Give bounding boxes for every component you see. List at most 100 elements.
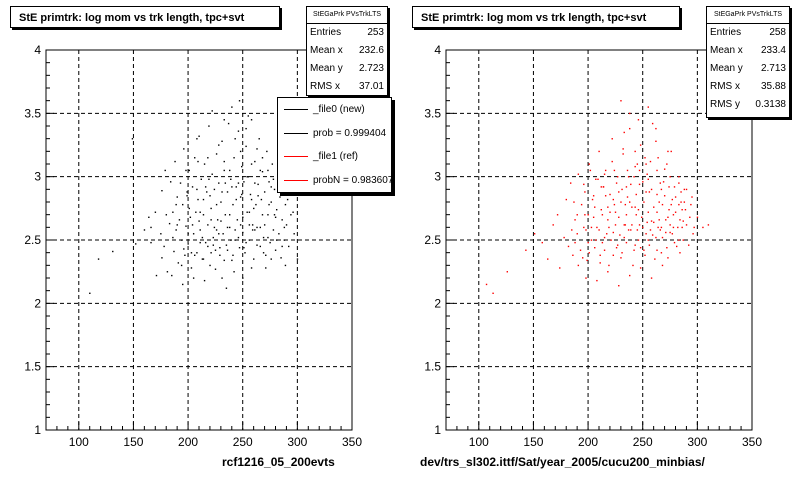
data-point <box>254 160 256 163</box>
data-point <box>663 195 666 197</box>
data-point <box>678 176 680 178</box>
data-point <box>683 201 686 203</box>
data-point <box>223 160 225 163</box>
stats-label: Mean y <box>710 63 743 74</box>
data-point <box>182 283 184 286</box>
data-point <box>259 245 261 248</box>
data-point <box>601 241 604 244</box>
data-point <box>600 186 602 188</box>
legend-swatch <box>284 156 308 157</box>
y-tick-label: 2 <box>34 296 41 310</box>
data-point <box>616 176 619 178</box>
data-point <box>283 226 286 229</box>
data-point <box>668 186 670 188</box>
data-point <box>259 169 261 172</box>
data-point <box>273 214 276 216</box>
data-point <box>154 211 157 213</box>
data-point <box>204 241 207 244</box>
x-tick-label: 350 <box>342 435 362 449</box>
data-point <box>212 244 215 246</box>
data-point <box>214 268 217 270</box>
data-point <box>207 245 209 248</box>
data-point <box>216 219 219 221</box>
data-point <box>691 196 693 198</box>
data-point <box>180 239 183 241</box>
data-point <box>273 188 276 191</box>
data-point <box>248 239 251 241</box>
stats-row: Entries 253 <box>307 24 387 42</box>
data-point <box>583 226 585 229</box>
data-point <box>653 221 655 224</box>
data-point <box>212 236 215 239</box>
data-point <box>626 196 629 198</box>
data-point <box>656 169 658 172</box>
data-point <box>202 258 205 260</box>
data-point <box>265 254 267 256</box>
stats-row: Entries 258 <box>707 24 789 42</box>
data-point <box>155 274 158 277</box>
data-point <box>239 224 242 226</box>
data-point <box>176 196 178 198</box>
data-point <box>635 214 637 216</box>
data-point <box>226 249 229 251</box>
data-point <box>618 216 620 218</box>
data-point <box>211 173 213 175</box>
data-point <box>222 233 224 235</box>
data-point <box>633 249 635 251</box>
data-point <box>637 209 640 211</box>
data-point <box>256 226 258 229</box>
data-point <box>234 229 236 231</box>
y-tick-label: 1 <box>434 423 441 437</box>
data-point <box>688 244 690 246</box>
data-point <box>148 216 150 218</box>
data-point <box>682 220 684 222</box>
data-point <box>173 250 175 253</box>
data-point <box>274 249 277 251</box>
data-point <box>644 254 646 256</box>
data-point <box>643 201 645 203</box>
data-point <box>221 191 223 193</box>
data-point <box>689 216 691 218</box>
data-point <box>220 220 222 222</box>
data-point <box>194 157 196 159</box>
stats-value: 232.6 <box>358 45 384 56</box>
data-point <box>224 214 227 216</box>
data-point <box>270 201 272 203</box>
data-point <box>198 135 200 137</box>
data-point <box>175 229 177 231</box>
stats-label: Entries <box>710 27 742 38</box>
data-point <box>166 271 169 273</box>
data-point <box>234 138 236 140</box>
data-point <box>196 138 198 140</box>
y-tick-label: 3.5 <box>424 106 441 120</box>
data-point <box>624 224 627 226</box>
stats-value: 233.4 <box>760 45 786 56</box>
data-point <box>678 203 680 206</box>
data-point <box>563 236 565 239</box>
data-point <box>266 150 268 153</box>
data-point <box>657 226 659 229</box>
data-point <box>613 169 616 172</box>
stats-label: Mean y <box>310 63 343 74</box>
data-point <box>203 279 206 282</box>
right-panel: StE primtrk: log mom vs trk length, tpc+… <box>400 0 800 480</box>
legend-entry: _file1 (ref) <box>278 145 391 169</box>
data-point <box>226 191 229 193</box>
legend-label: prob = 0.999404 <box>313 127 387 139</box>
data-point <box>598 150 600 153</box>
data-point <box>185 225 187 227</box>
data-point <box>182 203 184 206</box>
data-point <box>262 252 265 254</box>
data-point <box>647 106 649 108</box>
data-point <box>631 224 633 226</box>
data-point <box>594 206 596 208</box>
data-point <box>567 245 570 248</box>
data-point <box>267 169 269 172</box>
data-point <box>692 233 694 235</box>
data-point <box>619 234 621 236</box>
data-point <box>215 229 218 231</box>
data-point <box>583 183 585 186</box>
data-point <box>246 211 248 213</box>
data-point <box>629 274 631 277</box>
data-point <box>591 198 594 201</box>
